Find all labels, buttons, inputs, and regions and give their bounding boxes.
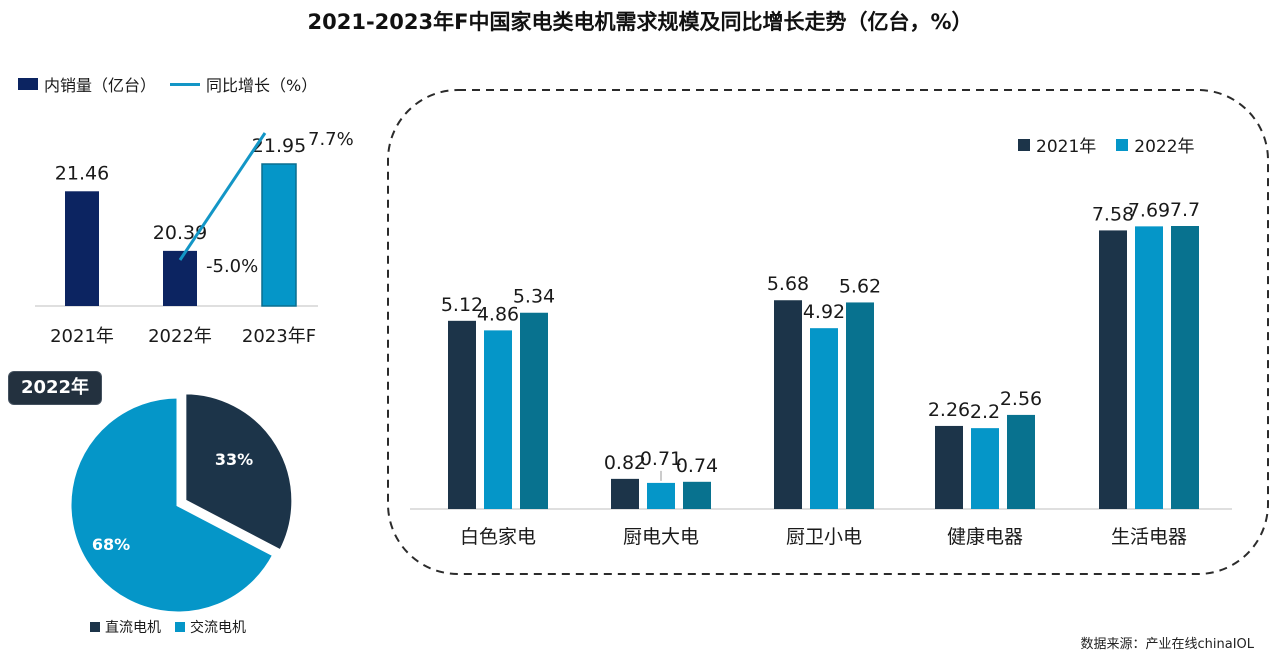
sales-bar	[163, 250, 197, 306]
category-bar-label: 5.68	[767, 273, 809, 295]
category-bar-label: 2.56	[1000, 388, 1042, 410]
legend-item-dc: 直流电机	[90, 617, 161, 637]
right-x-tick-label: 白色家电	[460, 526, 536, 548]
category-bar	[484, 330, 512, 509]
category-bar-label: 7.69	[1128, 199, 1170, 221]
legend-swatch-sales	[18, 78, 38, 90]
sales-bar-label: 21.95	[252, 135, 306, 157]
category-bar	[810, 328, 838, 509]
legend-item-2021: 2021年	[1018, 132, 1096, 157]
legend-item-ac: 交流电机	[175, 617, 246, 637]
pie-slice	[183, 391, 295, 553]
legend-swatch-ac	[175, 622, 185, 632]
sales-bar	[261, 163, 297, 307]
category-bar	[971, 428, 999, 509]
data-source: 数据来源：产业在线chinaIOL	[1080, 637, 1254, 652]
right-grouped-bar-chart: 5.124.865.34 白色家电 0.820.710.74 厨电大电 5.68 4.92…	[410, 199, 1232, 548]
pie-chart: 33% 68%	[68, 391, 295, 615]
category-bar	[647, 482, 675, 509]
category-bar	[1099, 230, 1127, 509]
legend-label-sales: 内销量（亿台）	[44, 76, 157, 95]
right-x-tick-label: 生活电器	[1111, 526, 1187, 548]
category-bar-label: 5.12	[441, 294, 483, 316]
legend-swatch-2021	[1018, 138, 1030, 151]
category-bar-label: 7.7	[1170, 199, 1200, 221]
category-bar	[774, 300, 802, 509]
legend-swatch-growth	[170, 82, 201, 86]
left-x-tick-label: 2022年	[148, 326, 212, 347]
right-x-tick-label: 健康电器	[947, 526, 1023, 548]
category-bar-label: 2.26	[928, 399, 970, 421]
pie-title-tag: 2022年	[9, 372, 101, 404]
sales-bar	[65, 191, 99, 306]
right-chart-legend: 2021年 2022年	[1018, 132, 1215, 157]
sales-bar-label: 21.46	[55, 162, 109, 184]
pie-slice-label: 68%	[92, 535, 130, 554]
category-bar-label: 0.74	[676, 455, 718, 477]
category-bar	[846, 302, 874, 509]
category-bar-label: 0.71	[640, 448, 682, 470]
category-bar	[683, 481, 711, 509]
growth-label: 7.7%	[308, 129, 354, 150]
left-x-tick-label: 2023年F	[242, 326, 316, 347]
legend-label-dc: 直流电机	[105, 620, 161, 636]
category-bar	[1007, 414, 1035, 509]
legend-swatch-dc	[90, 622, 100, 632]
legend-label-growth: 同比增长（%）	[206, 76, 318, 95]
left-chart-legend: 内销量（亿台） 同比增长（%）	[18, 72, 317, 96]
legend-label-2021: 2021年	[1036, 137, 1097, 157]
right-x-tick-label: 厨电大电	[623, 526, 699, 548]
category-bar-label: 0.82	[604, 452, 646, 474]
category-bar-label: 4.86	[477, 303, 519, 325]
category-bar	[611, 478, 639, 509]
category-bar	[1135, 226, 1163, 509]
category-bar-label: 5.62	[839, 275, 881, 297]
pie-legend: 直流电机 交流电机	[90, 617, 260, 637]
left-x-tick-label: 2021年	[50, 326, 114, 347]
legend-label-ac: 交流电机	[190, 620, 246, 636]
category-bar	[520, 312, 548, 509]
legend-label-2022: 2022年	[1134, 137, 1195, 157]
growth-label: -5.0%	[206, 256, 258, 277]
category-bar-label: 5.34	[513, 286, 555, 308]
right-chart-frame	[387, 89, 1269, 575]
category-bar-label: 7.58	[1092, 203, 1134, 225]
category-bar-label: 4.92	[803, 301, 845, 323]
pie-slice	[68, 395, 276, 615]
category-bar	[448, 320, 476, 509]
growth-line	[178, 132, 267, 261]
right-x-tick-label: 厨卫小电	[786, 526, 862, 548]
legend-item-2022: 2022年	[1116, 132, 1195, 157]
category-bar	[935, 425, 963, 509]
category-bar-label: 2.2	[970, 401, 1000, 423]
legend-swatch-2022	[1116, 138, 1129, 151]
category-bar	[1171, 226, 1199, 509]
chart-title: 2021-2023年F中国家电类电机需求规模及同比增长走势（亿台，%）	[307, 10, 973, 34]
pie-slice-label: 33%	[215, 450, 253, 469]
